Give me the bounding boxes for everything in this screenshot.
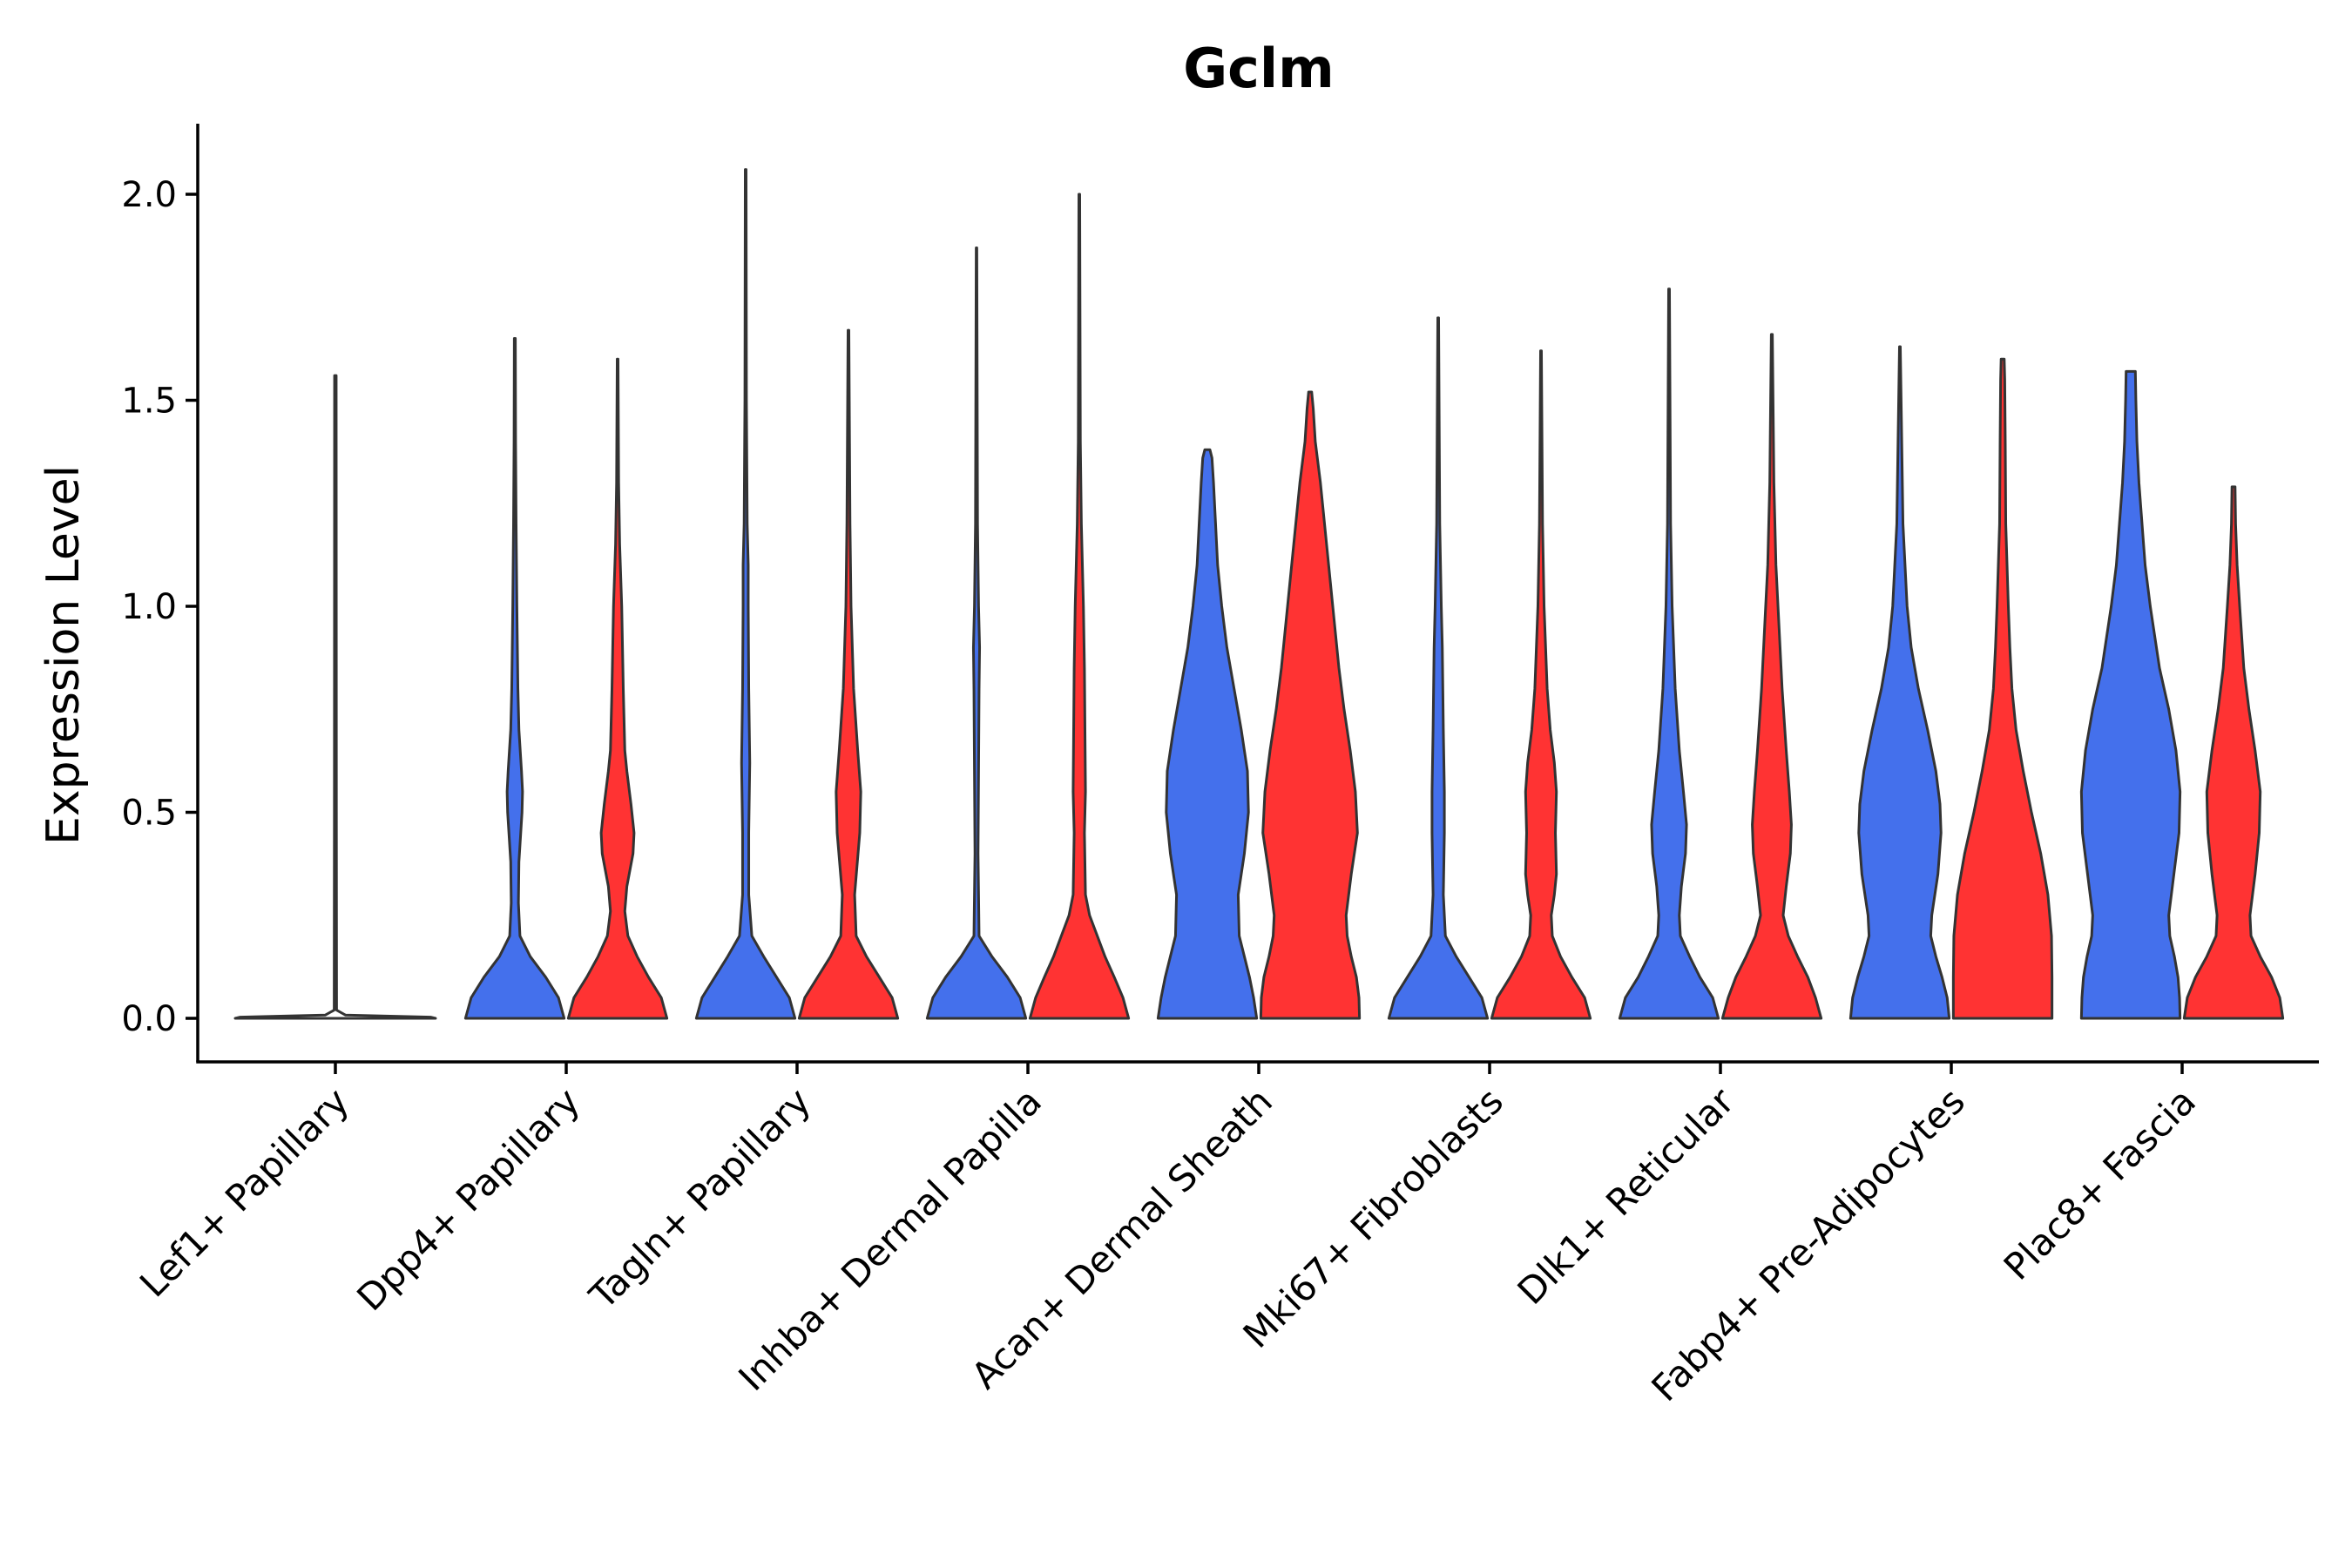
violin-acan-dermal-sheath-group-blue	[1156, 448, 1259, 1020]
violin-mki67-fibroblasts-group-red	[1490, 349, 1592, 1020]
x-tick-label-lef1-papillary: Lef1+ Papillary	[132, 1079, 357, 1305]
violins-layer	[233, 168, 2285, 1020]
violin-dpp4-papillary-group-blue	[463, 337, 566, 1020]
violin-dlk1-reticular-group-blue	[1618, 287, 1720, 1020]
violin-plac8-fascia-group-red	[2182, 485, 2285, 1020]
x-tick-label-plac8-fascia: Plac8+ Fascia	[1996, 1079, 2204, 1288]
y-tick-label: 1.5	[121, 382, 177, 422]
violin-dlk1-reticular-group-red	[1720, 333, 1823, 1020]
violin-acan-dermal-sheath-group-red	[1259, 390, 1362, 1020]
chart-title: Gclm	[1183, 37, 1335, 100]
y-tick-label: 2.0	[121, 175, 177, 215]
x-tick-label-tagln-papillary: Tagln+ Papillary	[581, 1079, 819, 1317]
violin-inhba-dermal-papilla-group-blue	[925, 246, 1028, 1020]
violin-dpp4-papillary-group-red	[566, 357, 669, 1020]
y-tick-label: 0.0	[121, 999, 177, 1039]
violin-lef1-papillary-group-single	[233, 374, 437, 1020]
violin-plac8-fascia-group-blue	[2079, 369, 2182, 1020]
y-tick-label: 1.0	[121, 587, 177, 627]
y-tick-label: 0.5	[121, 794, 177, 834]
violin-mki67-fibroblasts-group-blue	[1387, 316, 1490, 1020]
x-tick-label-mki67-fibroblasts: Mki67+ Fibroblasts	[1235, 1079, 1511, 1355]
violin-fabp4-pre-adipocytes-group-red	[1951, 357, 2054, 1020]
x-tick-label-dlk1-reticular: Dlk1+ Reticular	[1510, 1079, 1743, 1313]
y-ticks: 0.0 0.5 1.0 1.5 2.0	[121, 175, 198, 1039]
violin-fabp4-pre-adipocytes-group-blue	[1848, 345, 1951, 1020]
violin-tagln-papillary-group-red	[797, 328, 900, 1020]
x-tick-label-dpp4-papillary: Dpp4+ Papillary	[348, 1079, 588, 1319]
violin-inhba-dermal-papilla-group-red	[1028, 193, 1131, 1020]
violin-tagln-papillary-group-blue	[694, 168, 797, 1020]
y-axis-label: Expression Level	[37, 465, 90, 845]
